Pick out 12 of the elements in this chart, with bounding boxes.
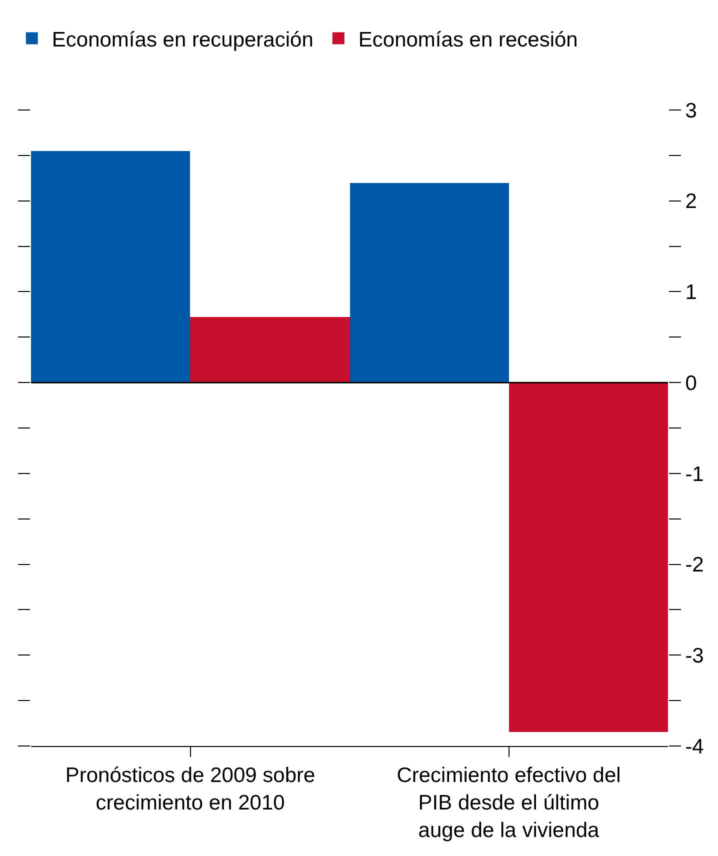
y-tick-label: -1	[685, 462, 704, 486]
y-tick-label: -4	[685, 735, 704, 758]
y-tick-label: 0	[685, 372, 697, 395]
x-tick-label: Crecimiento efectivo del PIB desde el último auge de la vivienda	[396, 764, 621, 842]
x-tick-label: Pronósticos de 2009 sobre crecimiento en 2010	[65, 764, 316, 814]
y-tick-label: 3	[685, 99, 697, 122]
y-tick-label: 2	[685, 190, 697, 214]
legend-label: Economías en recesión	[358, 28, 578, 52]
y-tick-label: -3	[685, 644, 704, 668]
y-tick-label: 1	[685, 281, 697, 304]
y-tick-label: -2	[685, 554, 704, 577]
legend-label: Economías en recuperación	[52, 28, 314, 52]
